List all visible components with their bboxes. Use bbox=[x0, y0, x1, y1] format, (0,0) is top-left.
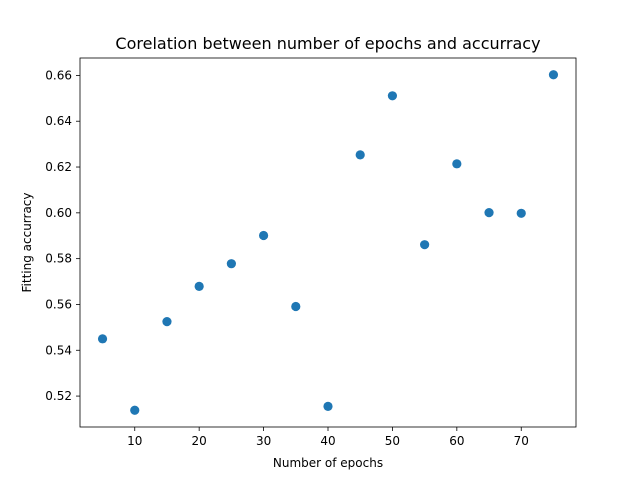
x-tick-label: 70 bbox=[514, 434, 529, 448]
x-tick-label: 50 bbox=[385, 434, 400, 448]
x-tick-label: 10 bbox=[127, 434, 142, 448]
y-tick-label: 0.52 bbox=[45, 389, 72, 403]
y-tick-label: 0.54 bbox=[45, 343, 72, 357]
y-tick-label: 0.66 bbox=[45, 68, 72, 82]
y-axis: 0.52 0.54 0.56 0.58 0.60 0.62 0.64 0.66 bbox=[45, 68, 80, 403]
scatter-point bbox=[355, 150, 365, 160]
x-tick-label: 30 bbox=[256, 434, 271, 448]
x-tick-label: 20 bbox=[192, 434, 207, 448]
x-axis-label: Number of epochs bbox=[273, 456, 383, 470]
scatter-point bbox=[452, 159, 462, 169]
scatter-point bbox=[548, 70, 559, 80]
y-tick-label: 0.58 bbox=[45, 252, 72, 266]
x-tick-label: 40 bbox=[320, 434, 335, 448]
y-tick-label: 0.60 bbox=[45, 206, 72, 220]
scatter-point bbox=[258, 230, 269, 241]
scatter-point bbox=[387, 91, 398, 101]
scatter-point bbox=[226, 259, 236, 269]
y-tick-label: 0.64 bbox=[45, 114, 72, 128]
scatter-point bbox=[162, 317, 172, 327]
y-tick-label: 0.56 bbox=[45, 297, 72, 311]
x-axis: 10 20 30 40 50 60 70 bbox=[127, 427, 529, 448]
scatter-point bbox=[420, 240, 430, 250]
scatter-point bbox=[194, 281, 204, 291]
scatter-point bbox=[130, 405, 140, 415]
plot-area-frame bbox=[79, 57, 577, 428]
y-tick-label: 0.62 bbox=[45, 160, 72, 174]
scatter-point bbox=[97, 334, 108, 344]
scatter-point bbox=[484, 208, 494, 218]
y-axis-label: Fitting accurracy bbox=[20, 192, 34, 292]
scatter-point bbox=[291, 301, 301, 312]
scatter-point bbox=[516, 208, 526, 218]
chart-title: Corelation between number of epochs and … bbox=[115, 34, 540, 53]
x-tick-label: 60 bbox=[449, 434, 464, 448]
data-points bbox=[97, 70, 559, 415]
scatter-point bbox=[323, 401, 333, 411]
